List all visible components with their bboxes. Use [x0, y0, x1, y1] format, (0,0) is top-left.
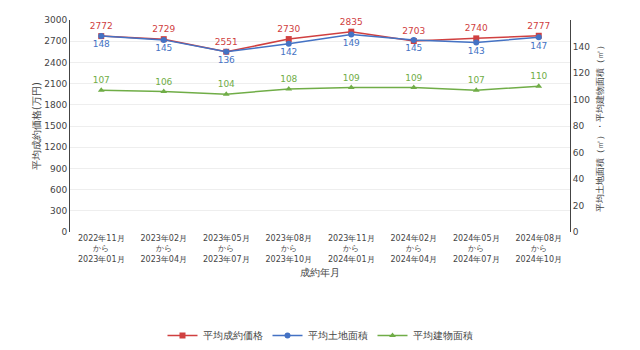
svg-text:0: 0: [61, 227, 67, 237]
svg-text:107: 107: [93, 75, 110, 85]
svg-text:109: 109: [343, 73, 360, 83]
svg-text:1200: 1200: [44, 142, 67, 152]
svg-text:成約年月: 成約年月: [300, 267, 340, 278]
svg-text:136: 136: [218, 55, 235, 65]
svg-text:2740: 2740: [465, 23, 488, 33]
svg-text:0: 0: [573, 227, 579, 237]
svg-text:143: 143: [468, 46, 485, 56]
svg-text:106: 106: [155, 77, 172, 87]
svg-text:80: 80: [573, 121, 585, 131]
svg-text:2777: 2777: [527, 21, 550, 31]
svg-text:20: 20: [573, 201, 585, 211]
svg-text:平均土地面積: 平均土地面積: [308, 330, 368, 341]
svg-text:1500: 1500: [44, 121, 67, 131]
svg-text:2023年08月から2023年10月: 2023年08月から2023年10月: [265, 234, 312, 264]
svg-text:142: 142: [280, 47, 297, 57]
svg-text:600: 600: [50, 185, 67, 195]
svg-text:147: 147: [530, 41, 547, 51]
svg-text:2729: 2729: [152, 24, 175, 34]
svg-text:2551: 2551: [215, 37, 238, 47]
svg-text:104: 104: [218, 79, 235, 89]
svg-text:2023年02月から2023年04月: 2023年02月から2023年04月: [140, 234, 187, 264]
svg-text:2835: 2835: [340, 17, 363, 27]
svg-text:300: 300: [50, 206, 67, 216]
svg-text:149: 149: [343, 38, 360, 48]
svg-text:平均土地面積（㎡）・平均建物面積（㎡）: 平均土地面積（㎡）・平均建物面積（㎡）: [595, 41, 605, 212]
svg-text:145: 145: [155, 43, 172, 53]
svg-text:2022年11月から2023年01月: 2022年11月から2023年01月: [78, 234, 125, 264]
svg-text:3000: 3000: [44, 15, 67, 25]
svg-text:900: 900: [50, 164, 67, 174]
svg-text:2400: 2400: [44, 58, 67, 68]
svg-text:110: 110: [530, 71, 547, 81]
svg-text:2700: 2700: [44, 36, 67, 46]
svg-text:109: 109: [405, 73, 422, 83]
svg-text:1800: 1800: [44, 100, 67, 110]
svg-text:40: 40: [573, 174, 585, 184]
svg-text:平均建物面積: 平均建物面積: [413, 330, 473, 341]
svg-text:120: 120: [573, 68, 590, 78]
svg-text:107: 107: [468, 75, 485, 85]
svg-text:2024年08月から2024年10月: 2024年08月から2024年10月: [515, 234, 562, 264]
svg-text:145: 145: [405, 43, 422, 53]
svg-text:60: 60: [573, 148, 585, 158]
svg-text:2024年02月から2024年04月: 2024年02月から2024年04月: [390, 234, 437, 264]
svg-text:2730: 2730: [277, 24, 300, 34]
svg-text:100: 100: [573, 95, 590, 105]
svg-text:2772: 2772: [90, 21, 113, 31]
svg-text:平均成約価格: 平均成約価格: [203, 330, 263, 341]
svg-text:2023年05月から2023年07月: 2023年05月から2023年07月: [203, 234, 250, 264]
svg-text:140: 140: [573, 42, 590, 52]
svg-text:2024年05月から2024年07月: 2024年05月から2024年07月: [453, 234, 500, 264]
svg-text:平均成約価格(万円): 平均成約価格(万円): [31, 82, 42, 170]
svg-text:108: 108: [280, 74, 297, 84]
svg-text:2703: 2703: [402, 26, 425, 36]
svg-text:2023年11月から2024年01月: 2023年11月から2024年01月: [328, 234, 375, 264]
svg-text:2100: 2100: [44, 79, 67, 89]
svg-text:148: 148: [93, 39, 110, 49]
